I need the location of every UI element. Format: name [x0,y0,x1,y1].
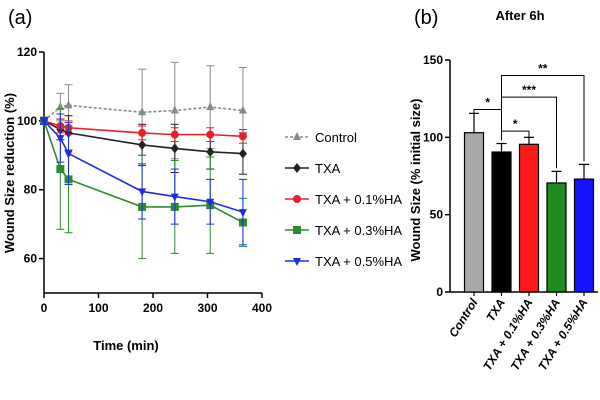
legend-label: TXA [315,161,341,176]
legend-marker [293,163,301,173]
bar-txa-0-3-ha [546,182,567,293]
significance-label: * [485,95,490,109]
panel-a-xlabel: Time (min) [93,338,159,353]
data-point [170,143,179,154]
data-point [40,117,48,126]
panel-a-label: (a) [8,7,32,29]
series-txa-0-5-ha [40,113,247,246]
panel-a-ytick-label: 80 [24,183,38,197]
legend-label: TXA + 0.1%HA [315,192,402,207]
series-txa [40,115,247,175]
data-point [64,150,73,159]
panel-b-ytick-label: 150 [423,53,443,67]
panel-b-ytick-label: 100 [423,130,443,144]
panel-a-xtick-label: 400 [252,301,272,315]
bar-txa-0-5-ha [573,178,595,293]
data-point [56,165,65,174]
panel-a-xtick-label: 200 [143,301,163,315]
panel-b-title: After 6h [495,8,544,23]
data-point [138,139,147,150]
category-label: Control [446,296,481,340]
data-point [238,209,247,218]
panel-a-ytick-label: 120 [17,45,37,59]
legend-marker [293,195,301,203]
data-point [238,148,247,159]
panel-b-label: (b) [414,7,438,29]
panel-a-ytick-label: 60 [24,252,38,266]
data-point [138,128,147,137]
panel-b-ylabel: Wound Size (% initial size) [408,99,423,262]
data-point [56,135,65,144]
data-point [170,193,179,202]
bar-control [463,132,485,293]
panel-a-ylabel: Wound Size reduction (%) [2,93,17,253]
significance-label: *** [522,83,536,97]
series-txa-0-1-ha [40,116,247,144]
panel-a-plot: 60 80 100 120 0 100 200 300 400 Control TXA TXA + 0… [17,45,402,315]
data-point [206,198,215,207]
legend-label: TXA + 0.3%HA [315,223,402,238]
data-point [138,188,147,197]
significance-bracket [501,130,530,141]
data-point [138,107,147,116]
data-point [206,102,215,111]
panel-b-ytick-label: 0 [436,285,443,299]
panel-a-xtick-label: 300 [197,301,217,315]
data-point [206,130,215,139]
data-point [56,102,65,111]
data-point [170,130,179,139]
legend-marker [293,132,301,140]
panel-a-xtick-label: 100 [88,301,108,315]
panel-a-ytick-label: 100 [17,114,37,128]
bar-txa-0-1-ha [518,143,540,293]
panel-b-ytick-label: 50 [430,208,444,222]
data-point [170,105,179,114]
data-point [64,100,73,109]
panel-a-xtick-label: 0 [41,301,48,315]
category-label: TXA [483,296,508,324]
legend-marker [293,258,301,266]
legend-label: TXA + 0.5%HA [315,254,402,269]
significance-bracket [501,74,585,162]
data-point [206,146,215,157]
legend-label: Control [315,130,357,145]
significance-label: ** [538,61,548,75]
data-point [238,132,247,141]
bar-txa [491,151,512,293]
significance-label: * [513,117,518,131]
legend-marker [293,226,301,234]
data-point [238,105,247,114]
